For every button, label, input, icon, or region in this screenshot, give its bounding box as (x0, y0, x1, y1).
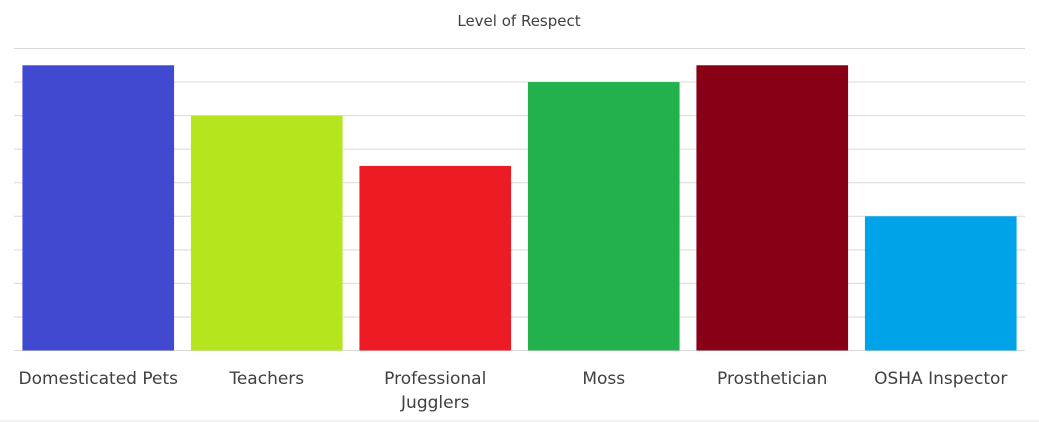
bar (696, 65, 849, 351)
bar (864, 216, 1017, 351)
x-tick-label: Moss (582, 369, 625, 389)
x-tick-label-line: OSHA Inspector (874, 369, 1007, 389)
x-tick-label: Teachers (228, 369, 304, 389)
x-tick-label-line: Domesticated Pets (19, 369, 179, 389)
x-tick-label-line: Jugglers (400, 393, 470, 413)
x-tick-label: Domesticated Pets (19, 369, 179, 389)
category-labels: Domesticated Pets Teachers Professional Jug… (19, 369, 1008, 413)
gridlines (14, 48, 1025, 351)
x-tick-label-line: Professional (384, 369, 486, 389)
chart-title: Level of Respect (457, 12, 580, 30)
x-tick-label: OSHA Inspector (874, 369, 1007, 389)
bars (22, 65, 1017, 351)
x-tick-label: Professional Jugglers (384, 369, 486, 413)
bar (527, 82, 680, 351)
x-tick-label-line: Prosthetician (717, 369, 827, 389)
bar (22, 65, 175, 351)
bar (359, 165, 512, 351)
x-tick-label-line: Teachers (228, 369, 304, 389)
x-tick-label: Prosthetician (717, 369, 827, 389)
bar (190, 115, 343, 351)
x-tick-label-line: Moss (582, 369, 625, 389)
